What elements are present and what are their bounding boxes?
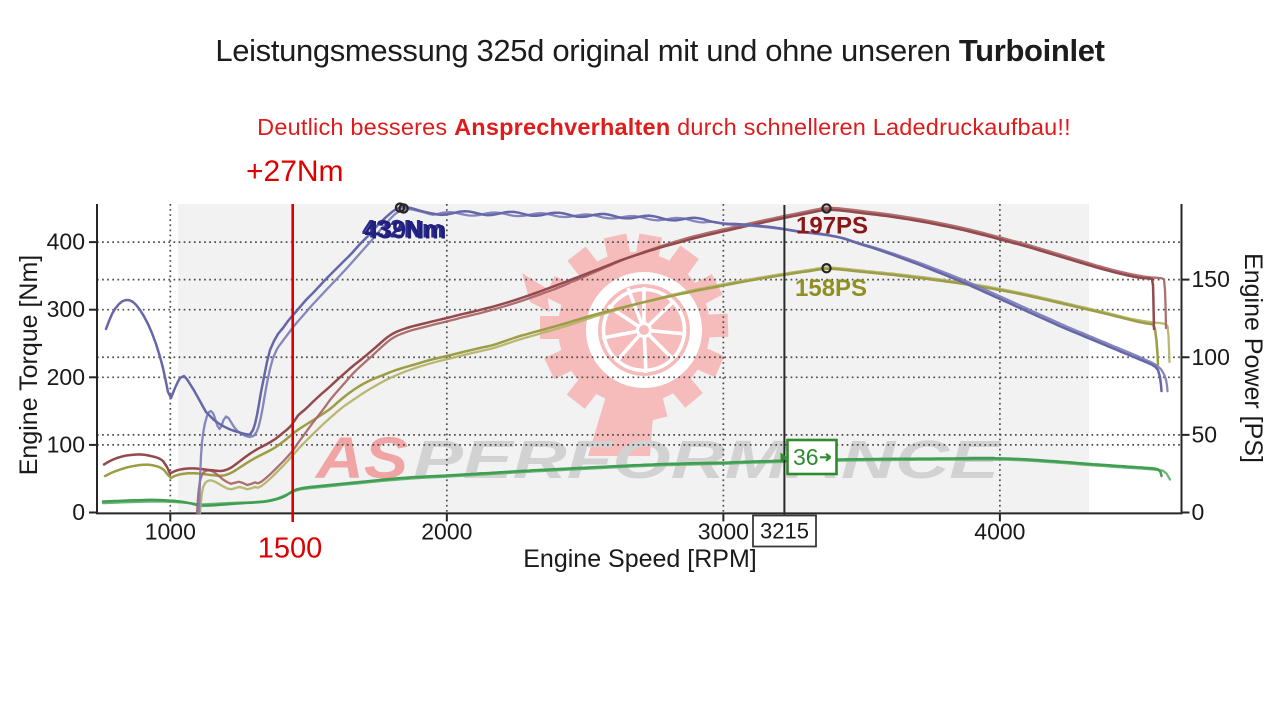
- svg-text:Engine Torque [Nm]: Engine Torque [Nm]: [15, 255, 43, 476]
- svg-text:100: 100: [47, 431, 85, 457]
- svg-text:3000: 3000: [698, 518, 749, 544]
- svg-text:400: 400: [47, 229, 85, 255]
- svg-text:200: 200: [47, 364, 85, 390]
- svg-text:Leistungsmessung 325d original: Leistungsmessung 325d original mit und o…: [215, 33, 1104, 68]
- svg-text:Engine Power [PS]: Engine Power [PS]: [1239, 253, 1267, 463]
- svg-text:300: 300: [47, 296, 85, 322]
- svg-text:432Nm: 432Nm: [362, 216, 444, 244]
- svg-text:50: 50: [1192, 421, 1218, 447]
- svg-text:1000: 1000: [145, 518, 196, 544]
- svg-text:4000: 4000: [974, 518, 1025, 544]
- svg-text:3215: 3215: [760, 519, 809, 544]
- svg-text:158PS: 158PS: [795, 275, 867, 302]
- svg-text:Engine Speed [RPM]: Engine Speed [RPM]: [523, 545, 756, 573]
- svg-text:100: 100: [1192, 344, 1230, 370]
- svg-text:2000: 2000: [421, 518, 472, 544]
- svg-text:1500: 1500: [258, 533, 323, 565]
- svg-text:0: 0: [72, 499, 85, 525]
- svg-text:439Nm: 439Nm: [365, 217, 447, 245]
- svg-text:197PS: 197PS: [796, 213, 868, 240]
- svg-text:150: 150: [1192, 266, 1230, 292]
- svg-text:0: 0: [1192, 499, 1205, 525]
- svg-text:Deutlich besseres Ansprechverh: Deutlich besseres Ansprechverhalten durc…: [257, 114, 1071, 140]
- svg-text:+27Nm: +27Nm: [246, 155, 344, 188]
- svg-text:36: 36: [793, 444, 819, 470]
